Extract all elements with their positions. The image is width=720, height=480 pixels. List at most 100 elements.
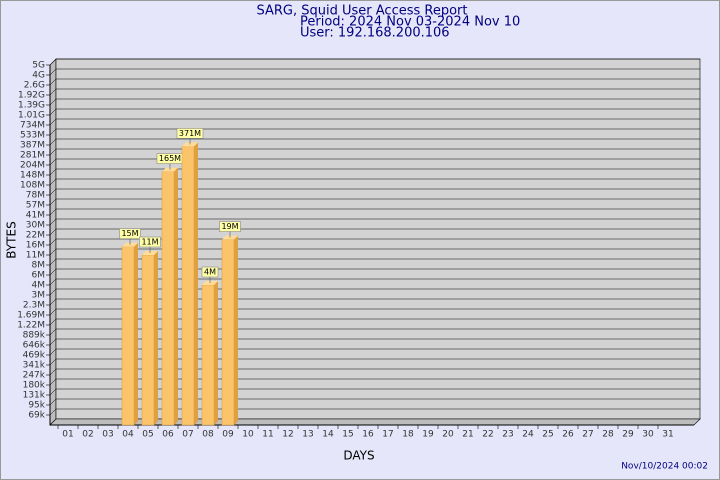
y-tick-label: 5G bbox=[32, 61, 45, 71]
grid-line bbox=[49, 118, 57, 126]
x-tick-label: 21 bbox=[462, 430, 473, 440]
y-tick-label: 22M bbox=[26, 231, 45, 241]
grid-line bbox=[49, 368, 57, 376]
x-tick-label: 22 bbox=[482, 430, 493, 440]
grid-line bbox=[49, 168, 57, 176]
y-tick-label: 387M bbox=[20, 141, 45, 151]
y-tick-label: 16M bbox=[26, 241, 45, 251]
x-tick-label: 06 bbox=[162, 430, 174, 440]
x-tick-label: 28 bbox=[602, 430, 614, 440]
y-tick-label: 78M bbox=[26, 191, 45, 201]
x-tick-label: 31 bbox=[662, 430, 673, 440]
grid-line bbox=[49, 178, 57, 186]
x-tick-label: 10 bbox=[242, 430, 254, 440]
y-tick-label: 533M bbox=[20, 131, 45, 141]
grid-line bbox=[49, 228, 57, 236]
grid-line bbox=[49, 188, 57, 196]
grid-line bbox=[49, 98, 57, 106]
y-tick-label: 148M bbox=[20, 171, 45, 181]
x-tick-label: 07 bbox=[182, 430, 193, 440]
x-tick-label: 15 bbox=[342, 430, 353, 440]
grid-line bbox=[49, 278, 57, 286]
grid-line bbox=[49, 138, 57, 146]
y-tick-label: 6M bbox=[32, 271, 46, 281]
y-tick-label: 1.22M bbox=[17, 321, 45, 331]
bar-side bbox=[154, 251, 158, 425]
grid-line bbox=[49, 248, 57, 256]
y-tick-label: 341k bbox=[23, 361, 46, 371]
bar bbox=[141, 254, 155, 426]
x-tick-label: 01 bbox=[62, 430, 73, 440]
x-tick-label: 26 bbox=[562, 430, 574, 440]
grid-line bbox=[49, 258, 57, 266]
grid-line bbox=[49, 78, 57, 86]
x-tick-label: 18 bbox=[402, 430, 414, 440]
bar bbox=[201, 284, 215, 426]
grid-line bbox=[49, 148, 57, 156]
grid-line bbox=[49, 238, 57, 246]
x-tick-label: 30 bbox=[642, 430, 654, 440]
y-tick-label: 889k bbox=[23, 331, 46, 341]
footer: Nov/10/2024 00:02 bbox=[621, 462, 708, 472]
bar-side bbox=[214, 281, 218, 425]
x-tick-label: 05 bbox=[142, 430, 153, 440]
grid-line bbox=[49, 398, 57, 406]
x-tick-label: 08 bbox=[202, 430, 214, 440]
grid-line bbox=[49, 358, 57, 366]
x-tick-label: 23 bbox=[502, 430, 513, 440]
y-tick-label: 2.6G bbox=[24, 81, 45, 91]
grid-line bbox=[49, 328, 57, 336]
bar bbox=[161, 171, 175, 426]
y-tick-label: 1.92G bbox=[18, 91, 45, 101]
grid-line bbox=[49, 88, 57, 96]
y-tick-label: 734M bbox=[20, 121, 45, 131]
y-tick-label: 95k bbox=[28, 401, 45, 411]
x-tick-label: 20 bbox=[442, 430, 454, 440]
x-tick-label: 09 bbox=[222, 430, 234, 440]
chart-title: SARG, Squid User Access Report bbox=[257, 4, 468, 19]
y-tick-label: 3M bbox=[32, 291, 46, 301]
y-tick-label: 1.39G bbox=[18, 101, 45, 111]
bar bbox=[221, 239, 235, 426]
y-tick-label: 69k bbox=[28, 411, 45, 421]
x-tick-label: 16 bbox=[362, 430, 374, 440]
y-tick-label: 108M bbox=[20, 181, 45, 191]
x-tick-label: 17 bbox=[382, 430, 393, 440]
y-tick-label: 469k bbox=[23, 351, 46, 361]
grid-line bbox=[49, 268, 57, 276]
bar bbox=[121, 246, 135, 426]
y-tick-label: 131k bbox=[23, 391, 46, 401]
grid-line bbox=[49, 158, 57, 166]
x-tick-label: 29 bbox=[622, 430, 634, 440]
y-tick-label: 1.01G bbox=[18, 111, 45, 121]
y-axis-label: BYTES bbox=[5, 221, 19, 258]
grid-line bbox=[49, 348, 57, 356]
grid-line bbox=[49, 318, 57, 326]
y-tick-label: 247k bbox=[23, 371, 46, 381]
x-tick-label: 11 bbox=[262, 430, 273, 440]
bar-side bbox=[194, 142, 198, 426]
grid-line bbox=[49, 108, 57, 116]
y-tick-label: 204M bbox=[20, 161, 45, 171]
grid-line bbox=[49, 408, 57, 416]
grid-line bbox=[49, 388, 57, 396]
value-label: 165M bbox=[159, 154, 181, 163]
value-label: 371M bbox=[179, 129, 201, 138]
grid-line bbox=[49, 338, 57, 346]
y-tick-label: 4G bbox=[32, 71, 45, 81]
grid-line bbox=[49, 128, 57, 136]
user-label: User: 192.168.200.106 bbox=[300, 26, 450, 41]
x-tick-label: 25 bbox=[542, 430, 553, 440]
grid-line bbox=[49, 288, 57, 296]
value-label: 19M bbox=[221, 222, 238, 231]
bar-side bbox=[234, 235, 238, 425]
x-tick-label: 13 bbox=[302, 430, 313, 440]
chart-subtitle: Period: 2024 Nov 03-2024 Nov 10 bbox=[300, 15, 520, 30]
x-tick-label: 19 bbox=[422, 430, 434, 440]
x-tick-label: 02 bbox=[82, 430, 93, 440]
y-tick-label: 180k bbox=[23, 381, 46, 391]
y-tick-label: 41M bbox=[26, 211, 45, 221]
x-tick-label: 03 bbox=[102, 430, 113, 440]
grid-line bbox=[49, 218, 57, 226]
